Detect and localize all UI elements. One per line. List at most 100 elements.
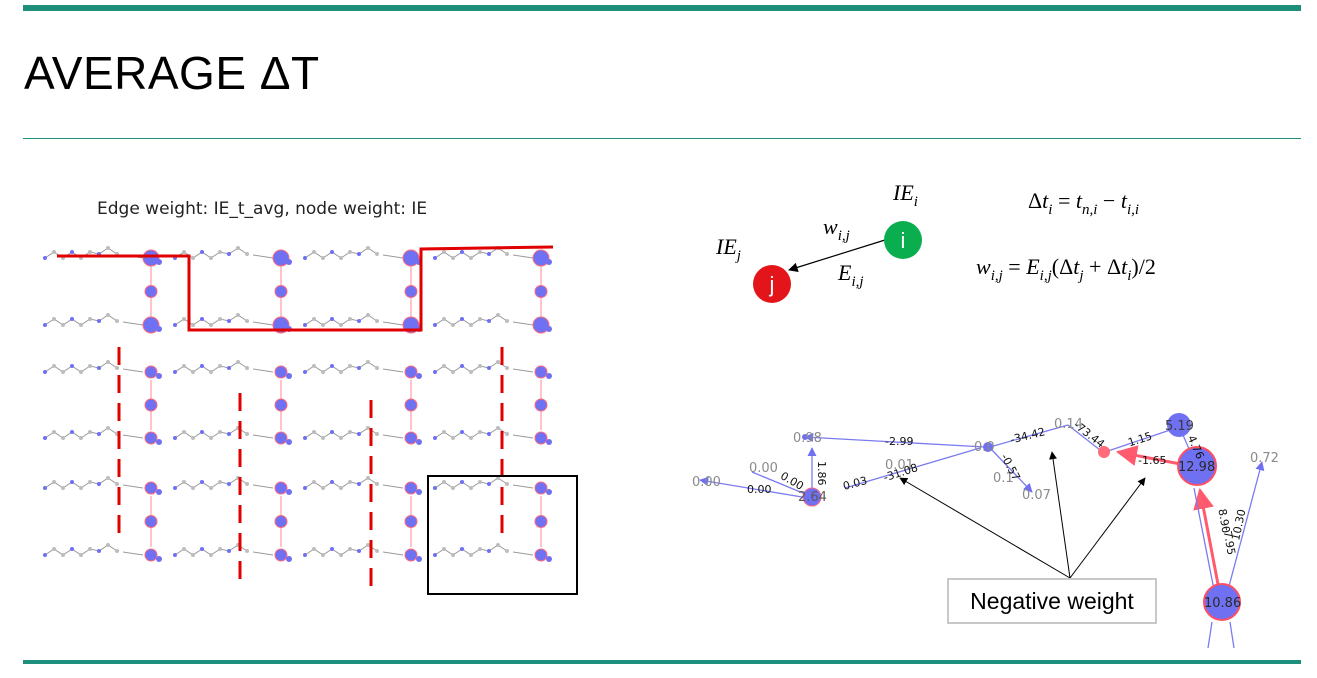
molecule-atom [79,436,83,440]
molecule-bond [382,321,404,326]
molecule-center-atom [274,431,288,445]
molecule-atom [106,543,110,547]
molecule-atom [106,360,110,364]
molecule-atom [357,432,361,436]
edge-label: -2.99 [885,435,913,448]
molecule-atom [312,547,316,551]
molecule-atom [375,482,379,486]
e-ij-label: Ei,j [837,260,864,290]
molecule-atom [416,556,422,562]
molecule-atom [303,553,307,557]
molecule-atom [546,326,552,332]
molecule-atom [52,547,56,551]
molecule-atom [366,476,370,480]
molecule-atom [70,547,74,551]
molecule-atom [366,246,370,250]
molecule-atom [245,366,249,370]
molecule-atom [218,430,222,434]
molecule-atom [451,486,455,490]
molecule-atom [303,486,307,490]
molecule-bond [512,254,534,259]
edge-label: -34.42 [1009,425,1047,446]
molecule-atom [321,436,325,440]
molecule-center-atom [274,548,288,562]
edge-label: 8.90 [1215,508,1232,534]
node-label: 0.00 [749,461,778,476]
molecule-bond [252,368,274,373]
edge-label: 0.03 [842,474,869,493]
molecule-atom [227,252,231,256]
molecule-atom [321,486,325,490]
molecule-atom [88,547,92,551]
molecule-atom [182,317,186,321]
node-j [753,265,791,303]
molecule-atom [505,482,509,486]
molecule-atom [478,364,482,368]
molecule-atom [61,370,65,374]
molecule-atom [88,364,92,368]
molecule-center-atom [404,515,418,528]
partition-boundary-solid [57,245,554,332]
molecule-atom [546,489,552,495]
highlight-box [427,475,578,595]
molecule-atom [156,259,162,265]
molecule-atom [357,482,361,486]
molecule-bond [252,321,274,326]
molecule-atom [451,553,455,557]
molecule-atom [173,323,177,327]
molecule-atom [200,547,204,551]
molecule-center-atom [404,398,418,412]
molecule-atom [200,364,204,368]
left-figure-title: Edge weight: IE_t_avg, node weight: IE [97,199,428,219]
edge-i-to-j [788,239,886,273]
node-label: 0.00 [692,475,721,490]
bottom-accent-bar [23,660,1301,664]
node-label: 0.01 [885,458,914,473]
molecule-atom [478,250,482,254]
edge-label: 0.00 [747,483,772,496]
molecule-atom [218,317,222,321]
molecule-center-atom [144,548,158,562]
molecule-atom [496,543,500,547]
molecule-atom [191,553,195,557]
molecule-atom [487,366,491,370]
molecule-atom [79,323,83,327]
molecule-atom [245,432,249,436]
molecule-bond [382,484,404,489]
molecule-atom [330,317,334,321]
molecule-atom [191,370,195,374]
molecule-atom [209,553,213,557]
node-label: 2.64 [798,490,827,505]
ie-j-label: IEj [715,234,741,264]
molecule-atom [156,373,162,379]
molecule-center-atom [534,285,548,298]
molecule-atom [227,366,231,370]
molecule-bond [252,551,274,556]
molecule-atom [236,246,240,250]
molecule-atom [348,547,352,551]
edge-label: 10.30 [1229,508,1248,542]
molecule-atom [70,317,74,321]
molecule-atom [487,549,491,553]
molecule-center-atom [534,515,548,528]
node-label: 0.0 [974,440,995,455]
molecule-atom [375,366,379,370]
molecule-atom [43,436,47,440]
molecule-atom [339,436,343,440]
molecule-center-atom [404,481,418,495]
molecule-atom [156,326,162,332]
molecule-atom [52,364,56,368]
molecule-center-atom [144,431,158,445]
molecule-atom [330,250,334,254]
molecule-atom [218,364,222,368]
molecule-atom [312,364,316,368]
slide-title: AVERAGE ΔT [24,47,320,99]
molecule-atom [173,553,177,557]
molecule-atom [433,370,437,374]
molecule-atom [209,323,213,327]
molecule-atom [460,547,464,551]
molecule-atom [106,426,110,430]
molecule-bond [382,551,404,556]
molecule-atom [478,317,482,321]
